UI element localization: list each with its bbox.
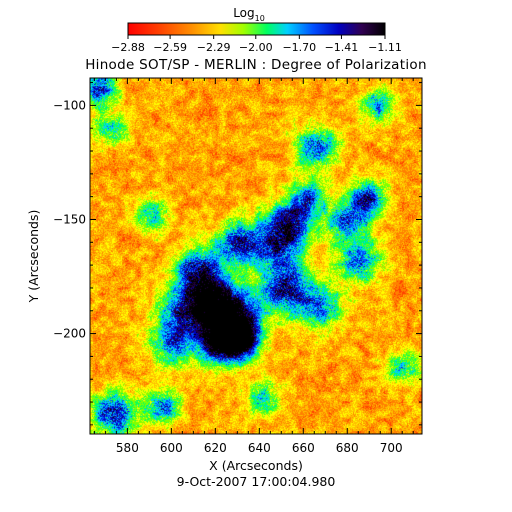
colorbar-tick-label: −2.59 [153,41,187,54]
colorbar-title: Log10 [233,6,265,23]
date-label: 9-Oct-2007 17:00:04.980 [177,474,336,489]
x-tick-label: 620 [204,441,227,455]
x-axis: 580 600 620 640 660 680 700 [93,78,414,455]
y-axis: −100 −150 −200 [53,82,422,426]
colorbar-tick-label: −1.11 [368,41,402,54]
y-axis-label: Y (Arcseconds) [26,210,41,304]
x-tick-label: 580 [116,441,139,455]
x-tick-label: 700 [380,441,403,455]
y-tick-label: −100 [53,98,86,112]
x-tick-label: 640 [248,441,271,455]
heatmap-canvas [90,78,422,434]
colorbar-tick-label: −2.88 [111,41,145,54]
colorbar-tick-label: −1.70 [282,41,316,54]
x-tick-label: 600 [160,441,183,455]
colorbar-tick-label: −2.00 [239,41,273,54]
chart-title: Hinode SOT/SP - MERLIN : Degree of Polar… [85,57,427,73]
colorbar: Log10 −2.88 −2.59 −2.29 −2.00 −1.70 −1.41 −1.1… [111,6,402,54]
y-tick-label: −150 [53,212,86,226]
colorbar-tick-label: −2.29 [197,41,231,54]
x-axis-label: X (Arcseconds) [209,458,303,473]
colorbar-gradient [127,22,386,36]
heatmap-area [90,78,422,434]
x-tick-label: 660 [292,441,315,455]
colorbar-tick-label: −1.41 [325,41,359,54]
plot-frame [89,77,423,435]
y-tick-label: −200 [53,327,86,341]
x-tick-label: 680 [336,441,359,455]
